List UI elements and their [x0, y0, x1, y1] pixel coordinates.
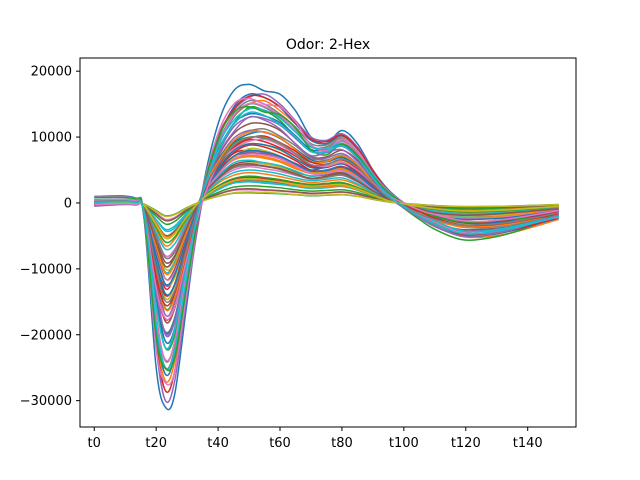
y-tick-label: 20000 — [31, 65, 72, 80]
x-tick-label: t0 — [88, 436, 101, 451]
series-line-54 — [94, 115, 559, 336]
series-line-52 — [94, 106, 559, 372]
series-line-55 — [94, 163, 559, 268]
x-tick-label: t100 — [389, 436, 419, 451]
y-axis: −30000 −20000 −10000 0 10000 20000 — [20, 65, 80, 409]
x-tick-label: t60 — [269, 436, 291, 451]
x-axis: t0 t20 t40 t60 t80 t100 t120 t140 — [88, 427, 543, 451]
y-tick-label: −20000 — [20, 328, 72, 343]
x-tick-label: t20 — [145, 436, 167, 451]
series-line-36 — [94, 102, 559, 362]
series-line-19 — [94, 169, 559, 251]
x-tick-label: t80 — [331, 436, 353, 451]
series-line-58 — [94, 177, 559, 240]
series-line-56 — [94, 138, 559, 321]
series-layer — [94, 83, 559, 411]
y-tick-label: 0 — [64, 196, 72, 211]
series-line-59 — [94, 111, 559, 350]
series-line-57 — [94, 135, 559, 304]
y-tick-label: 10000 — [31, 131, 72, 146]
series-line-48 — [94, 191, 559, 218]
series-line-35 — [94, 188, 559, 222]
x-tick-label: t140 — [513, 436, 543, 451]
y-tick-label: −30000 — [20, 394, 72, 409]
plot-frame — [79, 57, 577, 428]
y-tick-label: −10000 — [20, 262, 72, 277]
x-tick-label: t40 — [207, 436, 229, 451]
x-tick-label: t120 — [451, 436, 481, 451]
chart-title: Odor: 2-Hex — [286, 37, 370, 53]
